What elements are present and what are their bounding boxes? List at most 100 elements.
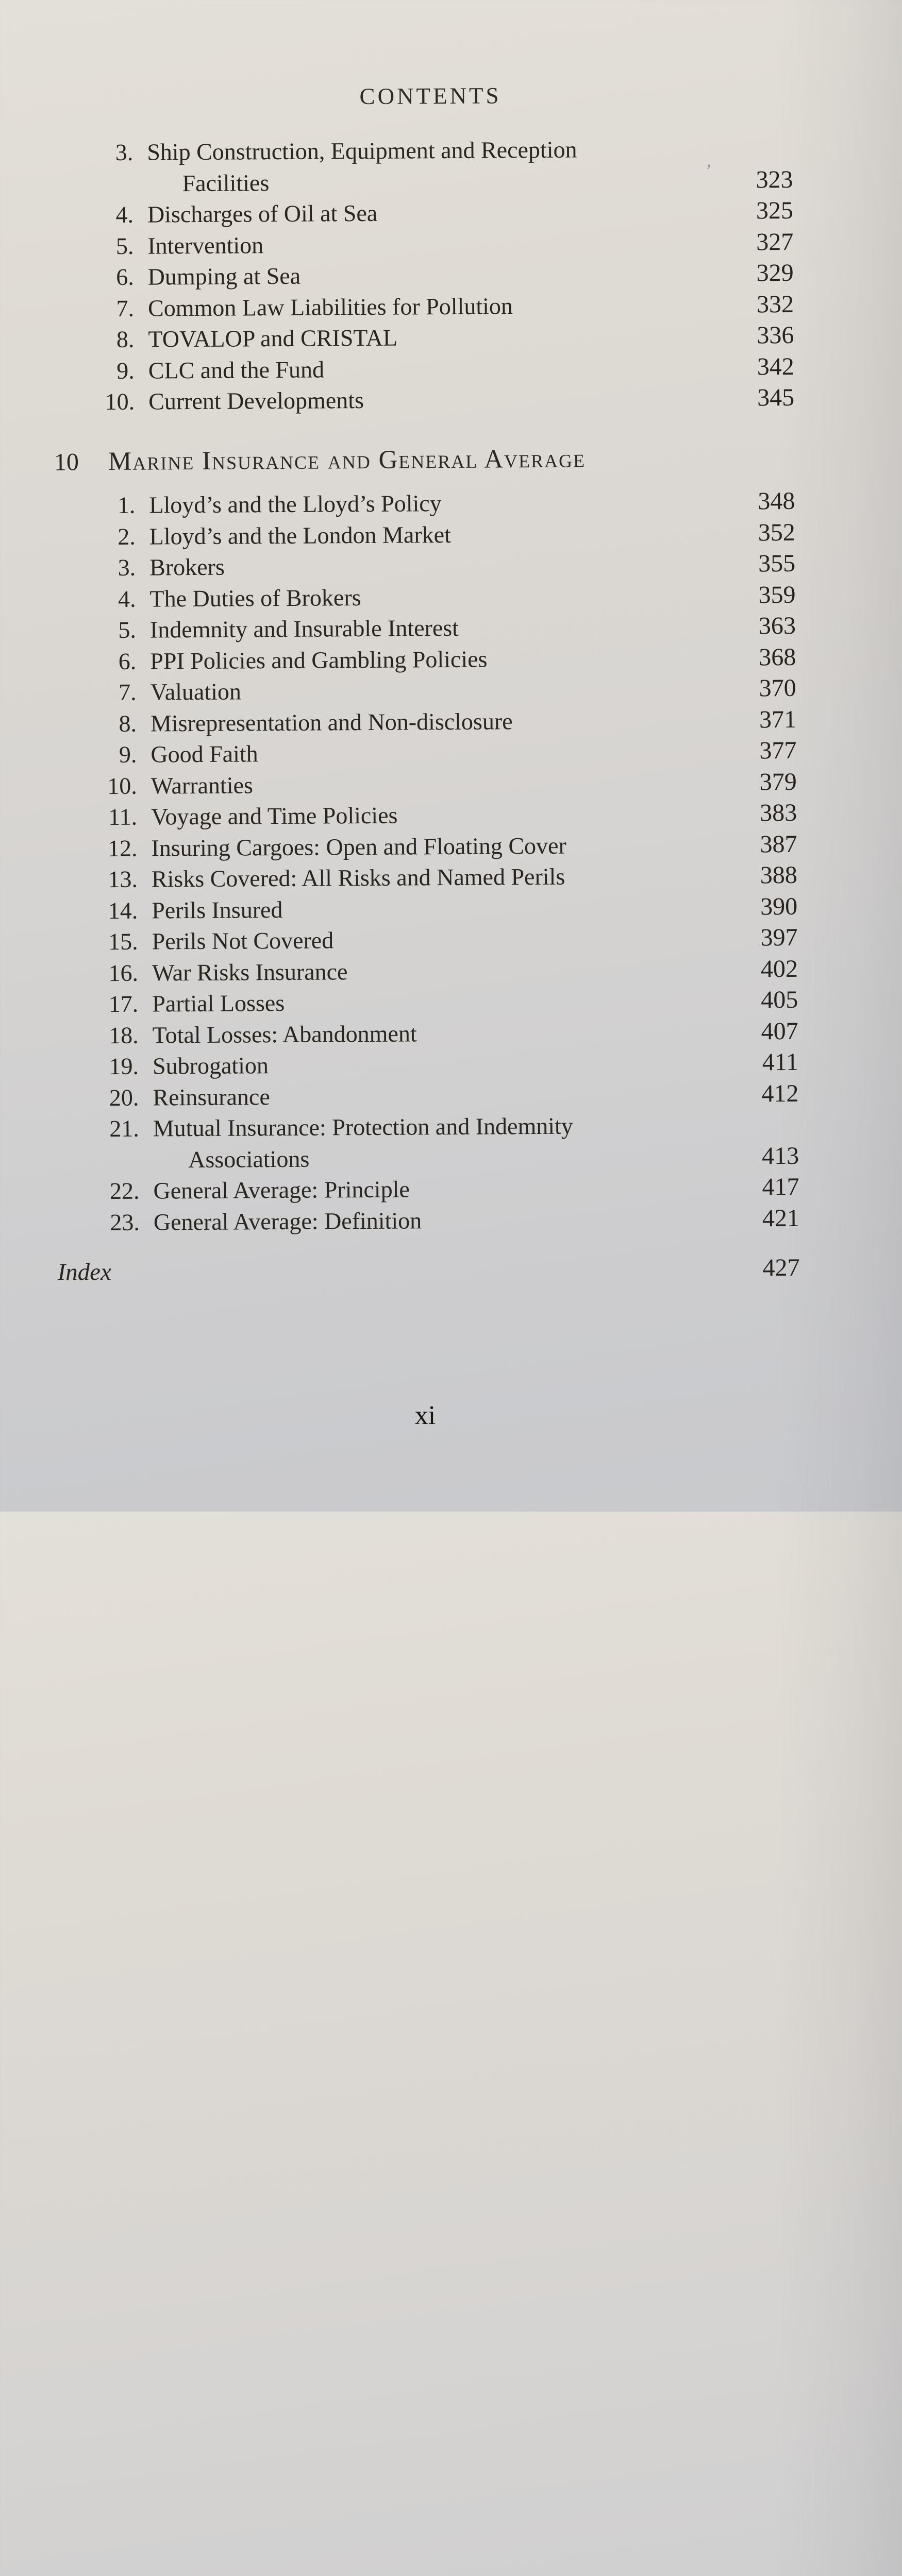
item-number: 13. bbox=[108, 866, 138, 893]
item-page-number: 345 bbox=[757, 383, 795, 412]
item-number: 17. bbox=[108, 990, 139, 1018]
item-number: 2. bbox=[118, 523, 136, 550]
item-page-number: 383 bbox=[759, 799, 797, 827]
item-title: Good Faith bbox=[151, 740, 258, 768]
item-title: The Duties of Brokers bbox=[149, 584, 361, 612]
toc-row: 17. Partial Losses 405 bbox=[2, 985, 798, 1021]
item-number: 10. bbox=[105, 388, 135, 415]
item-title: CLC and the Fund bbox=[148, 355, 325, 384]
item-title: Discharges of Oil at Sea bbox=[147, 199, 378, 228]
toc-row: 6. PPI Policies and Gambling Policies 368 bbox=[0, 641, 796, 677]
item-page-number: 327 bbox=[756, 228, 794, 256]
item-page-number: 348 bbox=[758, 487, 795, 515]
item-number: 18. bbox=[109, 1022, 139, 1048]
item-page-number: 368 bbox=[759, 643, 796, 671]
item-number: 22. bbox=[109, 1177, 140, 1205]
toc-row: 22. General Average: Principle 417 bbox=[3, 1172, 799, 1208]
item-page-number: 402 bbox=[760, 955, 798, 982]
index-page-number: 427 bbox=[762, 1253, 800, 1282]
item-number: 15. bbox=[108, 928, 138, 955]
item-number: 7. bbox=[118, 679, 137, 705]
toc-section-marine-insurance: 1. Lloyd’s and the Lloyd’s Policy 348 2. Llo… bbox=[0, 486, 799, 1239]
item-title: Brokers bbox=[149, 553, 225, 581]
item-number: 6. bbox=[118, 648, 137, 674]
item-page-number: 377 bbox=[759, 736, 797, 765]
toc-row: 9. Good Faith 377 bbox=[0, 735, 797, 771]
item-number: 9. bbox=[116, 357, 135, 384]
toc-row: 7. Common Law Liabilities for Pollution 33… bbox=[0, 289, 794, 325]
item-page-number: 411 bbox=[762, 1048, 799, 1076]
item-page-number: 387 bbox=[760, 830, 797, 858]
toc-row: 23. General Average: Definition 421 bbox=[3, 1202, 799, 1239]
toc-row: 12. Insuring Cargoes: Open and Floating C… bbox=[1, 828, 797, 865]
item-page-number: 336 bbox=[757, 321, 794, 349]
toc-row: 10. Warranties 379 bbox=[1, 766, 797, 802]
item-title: Lloyd’s and the Lloyd’s Policy bbox=[149, 490, 442, 518]
item-page-number: 407 bbox=[761, 1017, 798, 1045]
item-page-number: 397 bbox=[760, 923, 798, 952]
item-title: Lloyd’s and the London Market bbox=[149, 521, 452, 550]
item-page-number: 405 bbox=[761, 986, 798, 1014]
item-number: 4. bbox=[118, 585, 136, 612]
item-title: Risks Covered: All Risks and Named Peril… bbox=[151, 863, 565, 892]
item-number: 23. bbox=[110, 1209, 140, 1235]
toc-row: 5. Intervention 327 bbox=[0, 226, 794, 262]
item-title: Common Law Liabilities for Pollution bbox=[147, 292, 513, 321]
item-page-number: 421 bbox=[762, 1204, 800, 1232]
item-page-number: 332 bbox=[756, 290, 794, 318]
toc-row: 7. Valuation 370 bbox=[0, 673, 796, 709]
item-title: Voyage and Time Policies bbox=[151, 802, 398, 830]
item-title: Insuring Cargoes: Open and Floating Cove… bbox=[151, 832, 566, 861]
toc-row: 14. Perils Insured 390 bbox=[1, 891, 798, 927]
item-page-number: 417 bbox=[762, 1173, 799, 1201]
item-title: TOVALOP and CRISTAL bbox=[148, 324, 398, 352]
toc-row: 1. Lloyd’s and the Lloyd’s Policy 348 bbox=[0, 486, 795, 522]
item-title: Misrepresentation and Non-disclosure bbox=[150, 707, 513, 737]
toc-row: 2. Lloyd’s and the London Market 352 bbox=[0, 517, 795, 553]
item-number: 11. bbox=[108, 803, 138, 831]
item-page-number: 390 bbox=[760, 892, 798, 920]
item-title: War Risks Insurance bbox=[152, 958, 348, 986]
item-number: 3. bbox=[115, 139, 133, 165]
item-number: 12. bbox=[107, 835, 138, 861]
printed-content: CONTENTS ’ 3. Ship Construction, Equipmen… bbox=[0, 82, 800, 1285]
toc-row: Facilities 323 bbox=[0, 164, 793, 200]
item-number: 21. bbox=[109, 1115, 139, 1142]
toc-row: 13. Risks Covered: All Risks and Named Pe… bbox=[1, 860, 797, 896]
toc-row: 3. Brokers 355 bbox=[0, 548, 796, 584]
toc-row: 16. War Risks Insurance 402 bbox=[2, 953, 798, 989]
item-page-number: 359 bbox=[758, 581, 796, 608]
item-title: Indemnity and Insurable Interest bbox=[149, 614, 459, 643]
item-number: 6. bbox=[116, 263, 134, 290]
toc-row: 4. The Duties of Brokers 359 bbox=[0, 579, 796, 615]
toc-row: 20. Reinsurance 412 bbox=[2, 1078, 799, 1114]
item-number: 5. bbox=[115, 232, 134, 259]
item-title: Total Losses: Abandonment bbox=[152, 1020, 417, 1048]
item-title: Intervention bbox=[147, 231, 264, 259]
item-number: 14. bbox=[108, 897, 138, 924]
item-number: 16. bbox=[108, 959, 139, 986]
item-number: 10. bbox=[107, 772, 137, 799]
item-title: Warranties bbox=[151, 771, 253, 799]
item-title: Subrogation bbox=[152, 1052, 269, 1079]
page-title: CONTENTS bbox=[359, 82, 502, 110]
item-title: General Average: Principle bbox=[153, 1176, 410, 1204]
toc-row: 9. CLC and the Fund 342 bbox=[0, 351, 794, 387]
item-page-number: 342 bbox=[757, 352, 794, 380]
chapter-heading: 10 Marine Insurance and General Average bbox=[0, 442, 795, 478]
item-page-number: 379 bbox=[759, 768, 797, 795]
item-number: 20. bbox=[109, 1084, 139, 1111]
item-title: Valuation bbox=[150, 678, 242, 705]
toc-row: 11. Voyage and Time Policies 383 bbox=[1, 798, 797, 834]
item-title: Mutual Insurance: Protection and Indemni… bbox=[153, 1112, 573, 1142]
toc-row: Associations 413 bbox=[3, 1140, 799, 1176]
item-page-number: 323 bbox=[756, 165, 793, 193]
toc-row: 8. Misrepresentation and Non-disclosure 37… bbox=[0, 704, 796, 740]
toc-row: 3. Ship Construction, Equipment and Recep… bbox=[0, 133, 793, 169]
toc-row: 4. Discharges of Oil at Sea 325 bbox=[0, 195, 793, 231]
item-title: Perils Not Covered bbox=[152, 927, 334, 955]
item-page-number: 371 bbox=[759, 705, 797, 733]
item-page-number: 370 bbox=[759, 674, 796, 702]
item-title: Ship Construction, Equipment and Recepti… bbox=[147, 136, 577, 165]
item-number: 19. bbox=[109, 1053, 139, 1080]
